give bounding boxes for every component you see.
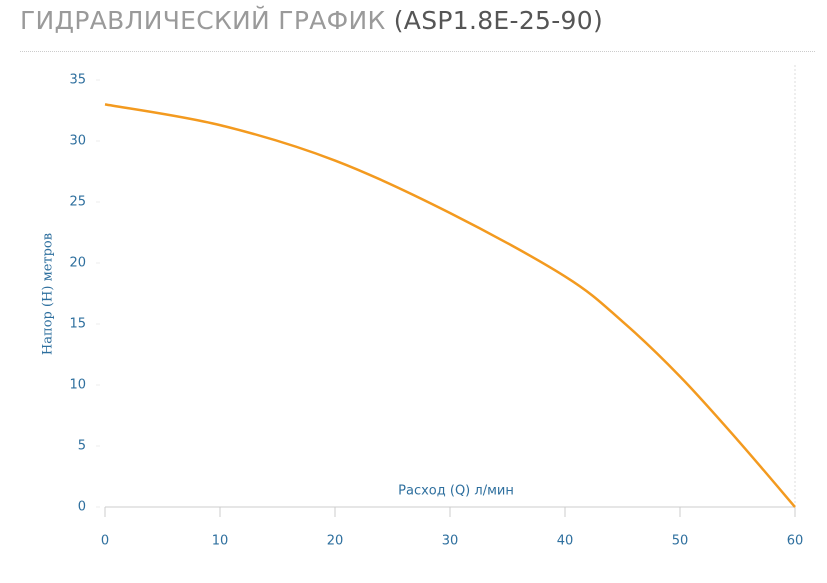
y-tick-label: 35 (69, 73, 86, 88)
y-axis-label: Напор (H) метров (41, 233, 56, 355)
y-tick-label: 25 (69, 195, 86, 210)
x-tick-label: 30 (442, 534, 459, 549)
y-tick-label: 15 (69, 317, 86, 332)
divider (20, 51, 815, 52)
y-tick-label: 10 (69, 378, 86, 393)
y-tick-label: 0 (78, 500, 86, 515)
x-axis-label: Расход (Q) л/мин (398, 484, 514, 499)
title: ГИДРАВЛИЧЕСКИЙ ГРАФИК (ASP1.8E-25-90) (20, 6, 603, 35)
x-tick-label: 0 (101, 534, 109, 549)
x-tick-label: 60 (787, 534, 804, 549)
x-tick-label: 50 (672, 534, 689, 549)
y-tick-label: 5 (78, 439, 86, 454)
title-text: ГИДРАВЛИЧЕСКИЙ ГРАФИК (20, 6, 386, 35)
x-tick-label: 40 (557, 534, 574, 549)
x-tick-label: 20 (327, 534, 344, 549)
line-series (104, 103, 796, 508)
model-name: (ASP1.8E-25-90) (393, 6, 604, 35)
y-tick-label: 30 (69, 134, 86, 149)
y-tick-label: 20 (69, 256, 86, 271)
x-tick-label: 10 (212, 534, 229, 549)
